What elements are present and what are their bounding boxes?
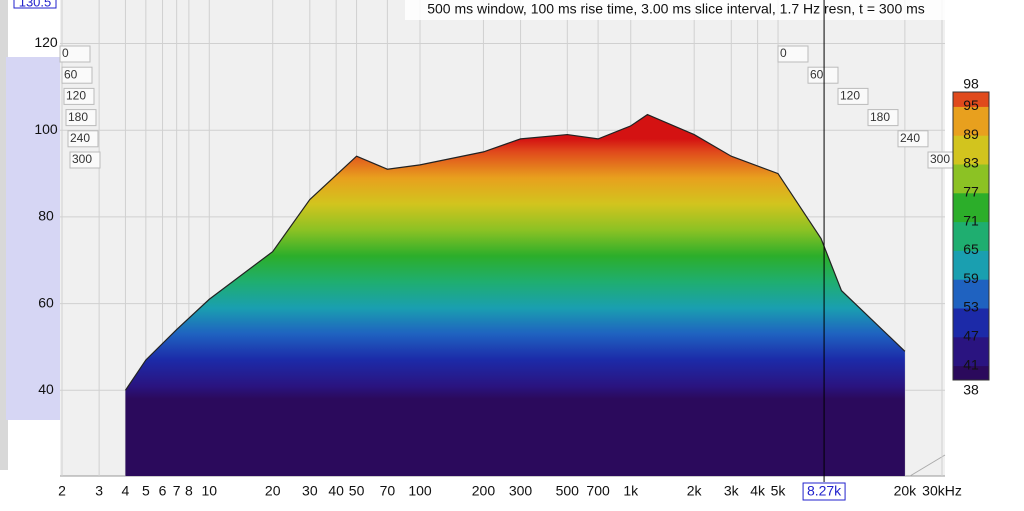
time-tick-label: 60 bbox=[810, 67, 824, 81]
y-readout-box bbox=[13, 0, 57, 9]
x-tick-label: 3k bbox=[724, 483, 740, 499]
time-tick-box bbox=[69, 151, 101, 169]
time-tick-label: 0 bbox=[780, 46, 787, 60]
time-tick-label: 0 bbox=[62, 46, 69, 60]
surface-area bbox=[125, 114, 905, 476]
colorbar-segment bbox=[953, 164, 989, 194]
colorbar-segment bbox=[953, 365, 989, 381]
x-tick-label: 1k bbox=[623, 483, 639, 499]
colorbar-label: 47 bbox=[963, 328, 979, 344]
x-tick-label: 30 bbox=[302, 483, 318, 499]
time-tick-box bbox=[777, 45, 809, 63]
time-tick-label: 60 bbox=[64, 67, 78, 81]
colorbar-segment bbox=[953, 192, 989, 223]
x-tick-label: 7 bbox=[173, 483, 181, 499]
colorbar-label: 98 bbox=[963, 76, 979, 92]
colorbar-label: 71 bbox=[963, 212, 979, 228]
colorbar-segment bbox=[953, 279, 989, 309]
side-panel bbox=[0, 0, 8, 470]
time-tick-box bbox=[867, 109, 899, 127]
x-tick-label: 300 bbox=[509, 483, 533, 499]
time-tick-box bbox=[63, 87, 95, 105]
colorbar-label: 77 bbox=[963, 184, 979, 200]
floor-edge bbox=[909, 454, 946, 477]
x-tick-label: 2k bbox=[687, 483, 703, 499]
x-tick-label: 4 bbox=[122, 483, 130, 499]
annotation: 500 ms window, 100 ms rise time, 3.00 ms… bbox=[427, 1, 925, 17]
x-tick-label: 100 bbox=[408, 483, 432, 499]
time-tick-box bbox=[65, 109, 97, 127]
x-tick-label: 4k bbox=[750, 483, 766, 499]
time-tick-label: 120 bbox=[840, 89, 860, 103]
x-tick-label: 3 bbox=[95, 483, 103, 499]
colorbar-segment bbox=[953, 135, 989, 165]
time-tick-label: 180 bbox=[68, 110, 88, 124]
x-tick-label: 5 bbox=[142, 483, 150, 499]
x-tick-label: 20k bbox=[894, 483, 918, 499]
colorbar-segment bbox=[953, 336, 989, 367]
y-tick-label: 60 bbox=[38, 294, 54, 310]
colorbar-frame bbox=[952, 91, 990, 381]
x-tick-label: 6 bbox=[159, 483, 167, 499]
x-tick-label: 50 bbox=[349, 483, 365, 499]
colorbar-label: 38 bbox=[963, 382, 979, 398]
x-tick-label: 700 bbox=[586, 483, 610, 499]
x-tick-label: 500 bbox=[556, 483, 580, 499]
colorbar-label: 95 bbox=[963, 97, 979, 113]
x-tick-label: 70 bbox=[380, 483, 396, 499]
x-tick-label: 2 bbox=[58, 483, 66, 499]
y-tick-label: 120 bbox=[34, 34, 58, 50]
y-tick-label: 80 bbox=[38, 208, 54, 224]
time-tick-label: 300 bbox=[72, 152, 92, 166]
colorbar-segment bbox=[953, 92, 989, 107]
colorbar-label: 53 bbox=[963, 299, 979, 315]
x-tick-label: 10 bbox=[202, 483, 218, 499]
colorbar-segment bbox=[953, 250, 989, 280]
time-tick-label: 300 bbox=[930, 152, 950, 166]
time-tick-label: 240 bbox=[900, 131, 920, 145]
time-tick-box bbox=[61, 66, 93, 84]
x-tick-label: 30kHz bbox=[922, 483, 962, 499]
colorbar-label: 83 bbox=[963, 155, 979, 171]
colorbar-label: 89 bbox=[963, 126, 979, 142]
time-tick-label: 240 bbox=[70, 131, 90, 145]
colorbar-label: 59 bbox=[963, 270, 979, 286]
cursor-label: 8.27k bbox=[807, 483, 842, 499]
time-tick-box bbox=[59, 45, 91, 63]
time-tick-box bbox=[67, 130, 99, 148]
axis-panel bbox=[6, 57, 60, 420]
colorbar-segment bbox=[953, 221, 989, 251]
y-tick-label: 40 bbox=[38, 381, 54, 397]
y-tick-label: 100 bbox=[34, 121, 58, 137]
time-tick-box bbox=[837, 87, 869, 105]
time-tick-label: 180 bbox=[870, 110, 890, 124]
colorbar-label: 41 bbox=[963, 356, 979, 372]
time-tick-label: 120 bbox=[66, 89, 86, 103]
y-readout: 130.5 bbox=[19, 0, 52, 9]
x-tick-label: 200 bbox=[472, 483, 496, 499]
time-tick-box bbox=[897, 130, 929, 148]
cursor-box bbox=[802, 482, 846, 501]
time-tick-box bbox=[807, 66, 839, 84]
annotation-box bbox=[405, 0, 947, 20]
colorbar-segment bbox=[953, 106, 989, 136]
colorbar-label: 65 bbox=[963, 241, 979, 257]
surface-line bbox=[124, 113, 906, 391]
x-tick-label: 5k bbox=[771, 483, 787, 499]
x-tick-label: 40 bbox=[328, 483, 344, 499]
colorbar-segment bbox=[953, 308, 989, 338]
x-tick-label: 8 bbox=[185, 483, 193, 499]
x-tick-label: 20 bbox=[265, 483, 281, 499]
